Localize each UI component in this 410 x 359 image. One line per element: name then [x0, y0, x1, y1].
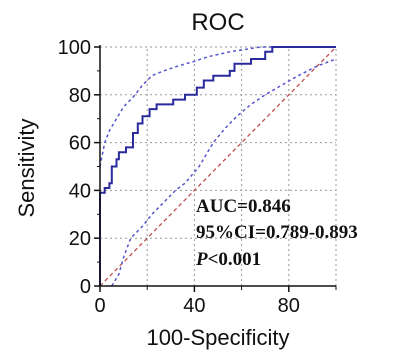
y-tick-label-20: 20 — [69, 228, 91, 250]
series-layer — [99, 46, 337, 287]
roc-curve-line — [99, 46, 336, 286]
y-tick-label-60: 60 — [69, 133, 91, 155]
ci-annotation: 95%CI=0.789-0.893 — [196, 222, 358, 243]
chart-title: ROC — [191, 9, 244, 36]
x-axis-label: 100-Specificity — [146, 325, 289, 350]
y-tick-label-0: 0 — [80, 276, 91, 298]
y-tick-label-100: 100 — [58, 37, 91, 59]
p-value: <0.001 — [208, 249, 262, 270]
y-axis-label: Sensitivity — [14, 118, 39, 217]
y-tick-label-80: 80 — [69, 85, 91, 107]
ci-upper-line — [99, 46, 336, 167]
p-value-annotation: P<0.001 — [195, 249, 261, 270]
axes — [94, 45, 337, 292]
tick-labels: 0 20 40 60 80 100 0 40 80 — [58, 37, 300, 317]
ci-lower-line — [111, 58, 337, 287]
x-tick-label-0: 0 — [94, 295, 105, 317]
auc-annotation: AUC=0.846 — [196, 196, 291, 217]
x-tick-label-40: 40 — [183, 295, 205, 317]
p-symbol: P — [195, 249, 208, 270]
x-tick-label-80: 80 — [278, 295, 300, 317]
y-tick-label-40: 40 — [69, 180, 91, 202]
